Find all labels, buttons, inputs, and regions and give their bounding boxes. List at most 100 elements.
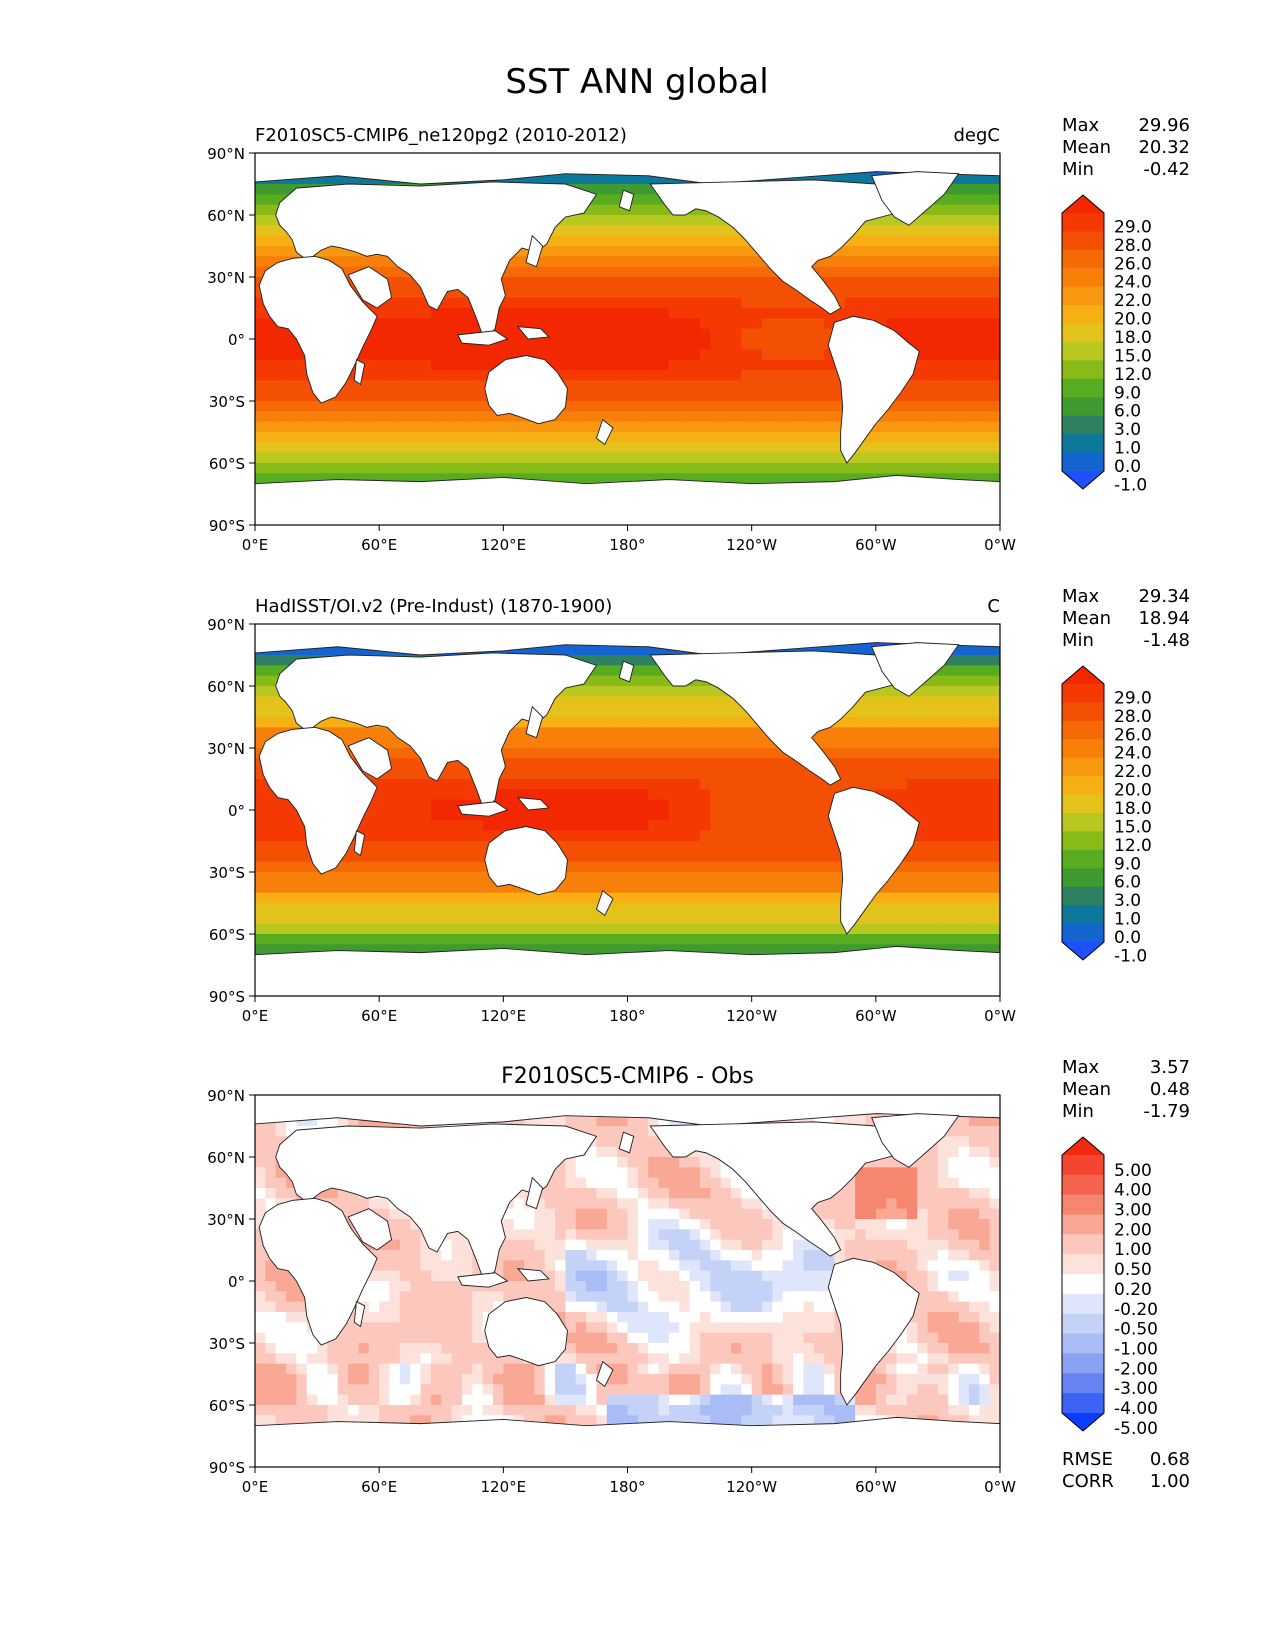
stat-value: 18.94 (1138, 608, 1190, 629)
colorbar-tick-label: 6.0 (1114, 402, 1141, 422)
lon-tick-label: 180° (609, 1478, 645, 1496)
lat-tick-label: 60°S (209, 455, 245, 473)
colorbar-tick-label: -1.0 (1114, 946, 1147, 966)
lat-tick-label: 90°S (209, 517, 245, 535)
lon-tick-label: 60°W (855, 536, 897, 554)
colorbar-tick-label: 26.0 (1114, 254, 1152, 274)
bottom-stat-label: RMSE (1062, 1449, 1113, 1470)
stat-label: Min (1062, 159, 1094, 180)
panel-units: degC (954, 125, 1001, 146)
colorbar-tick-label: 18.0 (1114, 328, 1152, 348)
lon-tick-label: 60°E (361, 1007, 397, 1025)
map-difference (255, 1095, 1000, 1467)
colorbar-tick-label: -0.20 (1114, 1300, 1158, 1320)
stat-label: Mean (1062, 1079, 1111, 1100)
stat-label: Max (1062, 115, 1100, 136)
panel-difference: F2010SC5-CMIP6 - Obs 90°N 60°N 30°N 0° 30°S 60… (207, 1057, 1190, 1496)
colorbar-tick-label: 20.0 (1114, 310, 1152, 330)
lat-tick-label: 0° (228, 802, 245, 820)
lon-tick-label: 60°W (855, 1007, 897, 1025)
panel-left-title: HadISST/OI.v2 (Pre-Indust) (1870-1900) (255, 596, 612, 617)
lat-tick-label: 60°S (209, 1397, 245, 1415)
lon-tick-label: 0°E (242, 1478, 269, 1496)
colorbar-tick-label: 0.0 (1114, 457, 1141, 477)
colorbar-tick-label: 22.0 (1114, 291, 1152, 311)
colorbar-tick-label: 0.0 (1114, 928, 1141, 948)
colorbar-test: 29.028.026.024.022.020.018.015.012.09.06… (1061, 194, 1152, 495)
colorbar-tick-label: 18.0 (1114, 799, 1152, 819)
lat-tick-label: 0° (228, 1273, 245, 1291)
lon-tick-label: 120°W (726, 1007, 777, 1025)
lat-tick-label: 30°S (209, 1335, 245, 1353)
colorbar-tick-label: 3.0 (1114, 420, 1141, 440)
colorbar-tick-label: 12.0 (1114, 836, 1152, 856)
lat-tick-label: 60°N (207, 207, 245, 225)
colorbar-tick-label: 29.0 (1114, 217, 1152, 237)
lat-tick-label: 90°S (209, 988, 245, 1006)
colorbar-tick-label: 15.0 (1114, 817, 1152, 837)
lat-tick-label: 30°N (207, 269, 245, 287)
lat-tick-label: 90°N (207, 616, 245, 634)
colorbar-tick-label: 9.0 (1114, 383, 1141, 403)
lat-tick-label: 30°S (209, 864, 245, 882)
lon-tick-label: 0°E (242, 1007, 269, 1025)
stat-value: 0.48 (1150, 1079, 1190, 1100)
colorbar-tick-label: 6.0 (1114, 873, 1141, 893)
colorbar-tick-label: 29.0 (1114, 688, 1152, 708)
colorbar-tick-label: 5.00 (1114, 1161, 1152, 1181)
lat-tick-label: 0° (228, 331, 245, 349)
colorbar-tick-label: -0.50 (1114, 1320, 1158, 1340)
lat-tick-label: 30°N (207, 1211, 245, 1229)
colorbar-tick-label: 28.0 (1114, 236, 1152, 256)
lat-tick-label: 90°S (209, 1459, 245, 1477)
colorbar-tick-label: -1.0 (1114, 475, 1147, 495)
stat-value: 3.57 (1150, 1057, 1190, 1078)
colorbar-tick-label: 3.00 (1114, 1201, 1152, 1221)
lon-tick-label: 180° (609, 1007, 645, 1025)
colorbar-tick-label: 24.0 (1114, 273, 1152, 293)
colorbar-tick-label: 0.20 (1114, 1280, 1152, 1300)
colorbar-tick-label: 24.0 (1114, 744, 1152, 764)
stat-label: Mean (1062, 608, 1111, 629)
lat-tick-label: 90°N (207, 1087, 245, 1105)
colorbar-tick-label: -5.00 (1114, 1419, 1158, 1439)
lon-tick-label: 120°W (726, 536, 777, 554)
lon-tick-label: 0°E (242, 536, 269, 554)
bottom-stat-label: CORR (1062, 1471, 1114, 1492)
map-test (255, 153, 1000, 525)
stat-label: Max (1062, 586, 1100, 607)
colorbar-tick-label: -1.00 (1114, 1339, 1158, 1359)
colorbar-tick-label: 1.00 (1114, 1240, 1152, 1260)
panel-test: F2010SC5-CMIP6_ne120pg2 (2010-2012) degC 9… (207, 115, 1190, 554)
panel-center-title: F2010SC5-CMIP6 - Obs (501, 1064, 754, 1089)
colorbar-tick-label: 2.00 (1114, 1220, 1152, 1240)
lon-tick-label: 120°E (481, 536, 527, 554)
stat-label: Max (1062, 1057, 1100, 1078)
stat-value: -1.79 (1143, 1101, 1190, 1122)
lon-tick-label: 120°W (726, 1478, 777, 1496)
lat-tick-label: 90°N (207, 145, 245, 163)
lon-tick-label: 60°E (361, 1478, 397, 1496)
colorbar-tick-label: 1.0 (1114, 439, 1141, 459)
colorbar-tick-label: 0.50 (1114, 1260, 1152, 1280)
colorbar-tick-label: 12.0 (1114, 365, 1152, 385)
colorbar-tick-label: -2.00 (1114, 1359, 1158, 1379)
colorbar-tick-label: 20.0 (1114, 781, 1152, 801)
colorbar-difference: 5.004.003.002.001.000.500.20-0.20-0.50-1… (1061, 1136, 1158, 1439)
stat-value: 20.32 (1138, 137, 1190, 158)
figure-title: SST ANN global (505, 62, 768, 102)
panel-reference: HadISST/OI.v2 (Pre-Indust) (1870-1900) C 9… (207, 586, 1190, 1025)
lat-tick-label: 60°N (207, 1149, 245, 1167)
colorbar-tick-label: 9.0 (1114, 854, 1141, 874)
colorbar-tick-label: 4.00 (1114, 1181, 1152, 1201)
lon-tick-label: 60°W (855, 1478, 897, 1496)
lon-tick-label: 0°W (984, 1007, 1016, 1025)
panel-units: C (987, 596, 1000, 617)
colorbar-tick-label: 22.0 (1114, 762, 1152, 782)
stat-value: 29.34 (1138, 586, 1190, 607)
stat-value: -0.42 (1143, 159, 1190, 180)
colorbar-tick-label: 1.0 (1114, 910, 1141, 930)
stat-label: Mean (1062, 137, 1111, 158)
lon-tick-label: 60°E (361, 536, 397, 554)
